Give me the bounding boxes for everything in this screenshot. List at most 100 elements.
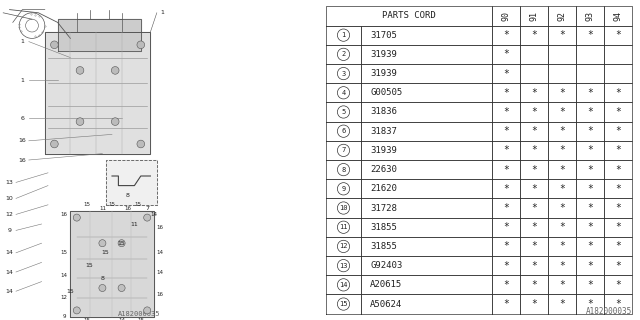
- Text: *: *: [616, 30, 621, 40]
- Text: *: *: [531, 164, 537, 175]
- Text: 15: 15: [138, 317, 144, 320]
- Text: *: *: [559, 184, 565, 194]
- Text: 6: 6: [20, 116, 24, 121]
- Text: *: *: [588, 241, 593, 252]
- Text: 8: 8: [100, 276, 104, 281]
- Circle shape: [118, 284, 125, 292]
- Text: 31836: 31836: [370, 108, 397, 116]
- Text: 14: 14: [157, 269, 163, 275]
- Circle shape: [144, 307, 151, 314]
- Text: 5: 5: [341, 109, 346, 115]
- Text: *: *: [588, 164, 593, 175]
- Text: *: *: [531, 107, 537, 117]
- Text: *: *: [503, 49, 509, 59]
- Text: *: *: [588, 88, 593, 98]
- Text: 16: 16: [157, 225, 163, 230]
- Text: *: *: [616, 164, 621, 175]
- Text: *: *: [503, 203, 509, 213]
- Text: 16: 16: [125, 205, 131, 211]
- Text: *: *: [531, 299, 537, 309]
- Text: *: *: [531, 203, 537, 213]
- Text: *: *: [531, 88, 537, 98]
- Text: *: *: [588, 261, 593, 271]
- Text: 8: 8: [126, 193, 130, 198]
- Text: 31939: 31939: [370, 146, 397, 155]
- Text: 14: 14: [150, 212, 157, 217]
- Circle shape: [111, 118, 119, 125]
- Text: 13: 13: [339, 263, 348, 269]
- Circle shape: [51, 41, 58, 49]
- Text: *: *: [616, 184, 621, 194]
- Text: 31939: 31939: [370, 50, 397, 59]
- Text: 15: 15: [83, 202, 90, 207]
- Text: 14: 14: [118, 317, 125, 320]
- Text: *: *: [559, 107, 565, 117]
- Text: *: *: [616, 222, 621, 232]
- Text: *: *: [503, 261, 509, 271]
- Text: *: *: [616, 107, 621, 117]
- Text: 14: 14: [6, 289, 13, 294]
- Text: *: *: [588, 299, 593, 309]
- Text: 1: 1: [160, 10, 164, 15]
- Text: 10: 10: [339, 205, 348, 211]
- Text: 11: 11: [339, 224, 348, 230]
- Text: *: *: [588, 280, 593, 290]
- Text: 14: 14: [339, 282, 348, 288]
- Text: *: *: [559, 280, 565, 290]
- Text: 14: 14: [6, 250, 13, 255]
- Text: 7: 7: [145, 205, 149, 211]
- Text: 31837: 31837: [370, 127, 397, 136]
- Text: 31728: 31728: [370, 204, 397, 212]
- Text: 9: 9: [8, 228, 12, 233]
- Text: 6: 6: [341, 128, 346, 134]
- Text: *: *: [503, 107, 509, 117]
- Text: *: *: [616, 261, 621, 271]
- Text: *: *: [559, 299, 565, 309]
- Text: 91: 91: [529, 11, 538, 21]
- Text: *: *: [616, 145, 621, 156]
- Text: *: *: [503, 126, 509, 136]
- Text: 1: 1: [20, 39, 24, 44]
- Text: 12: 12: [61, 295, 67, 300]
- Text: *: *: [616, 88, 621, 98]
- Text: *: *: [531, 145, 537, 156]
- Text: 15: 15: [134, 202, 141, 207]
- Text: 94: 94: [614, 11, 623, 21]
- Text: 31939: 31939: [370, 69, 397, 78]
- Text: *: *: [531, 126, 537, 136]
- Text: *: *: [531, 30, 537, 40]
- Text: 8: 8: [341, 167, 346, 172]
- Text: *: *: [616, 203, 621, 213]
- Circle shape: [144, 214, 151, 221]
- Text: *: *: [588, 126, 593, 136]
- Text: 16: 16: [157, 292, 163, 297]
- Text: *: *: [559, 222, 565, 232]
- Text: 12: 12: [6, 212, 13, 217]
- Text: A50624: A50624: [370, 300, 403, 308]
- Text: *: *: [503, 30, 509, 40]
- Text: 22630: 22630: [370, 165, 397, 174]
- Text: *: *: [503, 145, 509, 156]
- Circle shape: [99, 284, 106, 292]
- Text: *: *: [559, 126, 565, 136]
- Text: 15: 15: [83, 317, 90, 320]
- Text: 13: 13: [6, 180, 13, 185]
- Polygon shape: [45, 32, 150, 154]
- Circle shape: [137, 41, 145, 49]
- Text: *: *: [616, 299, 621, 309]
- Text: *: *: [531, 222, 537, 232]
- Text: A182000035: A182000035: [118, 311, 160, 317]
- Text: 14: 14: [157, 250, 163, 255]
- Text: 11: 11: [131, 221, 138, 227]
- Text: *: *: [588, 145, 593, 156]
- Text: 12: 12: [339, 244, 348, 249]
- Circle shape: [111, 67, 119, 74]
- Circle shape: [73, 214, 81, 221]
- Circle shape: [76, 118, 84, 125]
- Text: 15: 15: [86, 263, 93, 268]
- Polygon shape: [106, 160, 157, 205]
- Text: 15: 15: [102, 250, 109, 255]
- Text: *: *: [588, 107, 593, 117]
- Text: 16: 16: [61, 212, 67, 217]
- Text: *: *: [616, 280, 621, 290]
